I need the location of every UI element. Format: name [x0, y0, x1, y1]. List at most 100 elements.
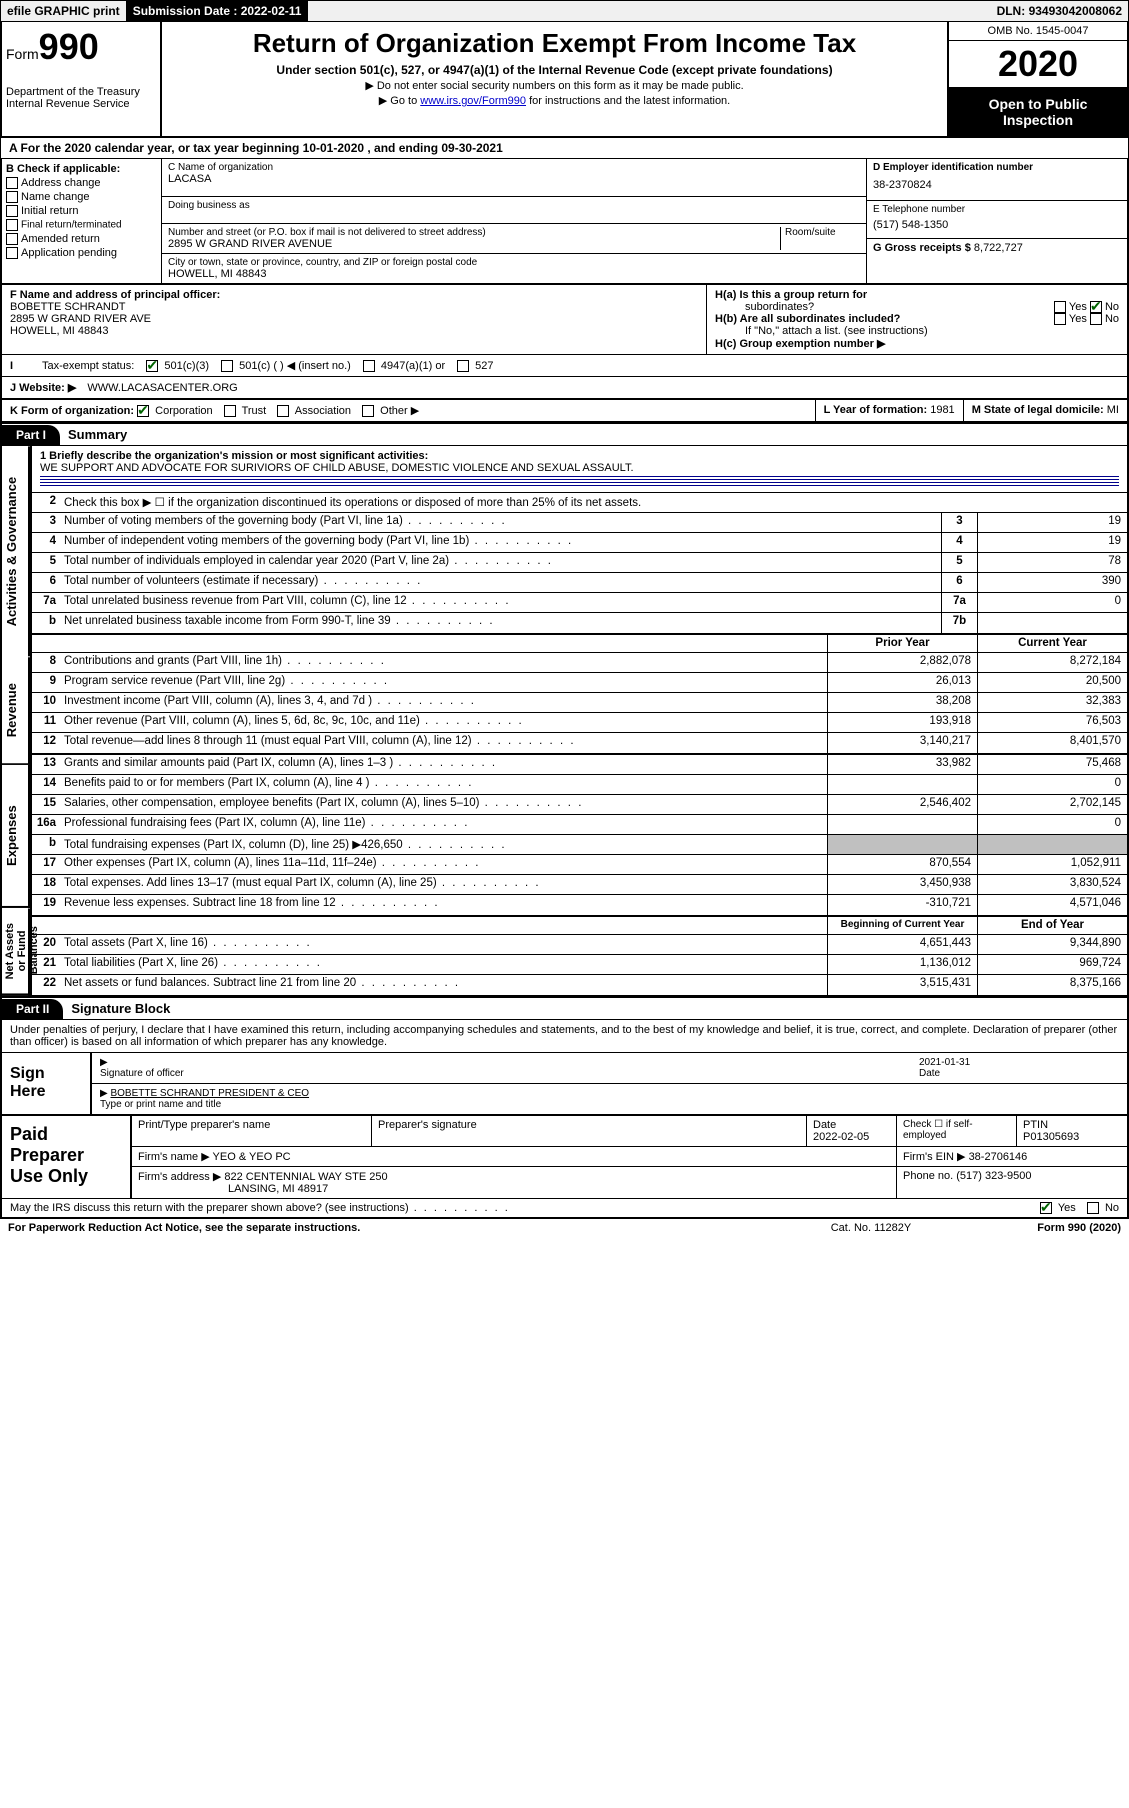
- org-address: 2895 W GRAND RIVER AVENUE: [168, 238, 780, 250]
- hc-row: H(c) Group exemption number ▶: [715, 337, 1119, 350]
- omb-number: OMB No. 1545-0047: [949, 22, 1127, 41]
- part2-header-row: Part II Signature Block: [0, 997, 1129, 1019]
- header-mid: Return of Organization Exempt From Incom…: [162, 22, 947, 136]
- mission-text: WE SUPPORT AND ADVOCATE FOR SURIVIORS OF…: [40, 462, 1119, 474]
- table-row: 10 Investment income (Part VIII, column …: [32, 693, 1127, 713]
- cb-initial: Initial return: [6, 205, 157, 217]
- table-row: 5 Total number of individuals employed i…: [32, 553, 1127, 573]
- paid-preparer-row: Paid Preparer Use Only Print/Type prepar…: [2, 1114, 1127, 1198]
- table-row: 9 Program service revenue (Part VIII, li…: [32, 673, 1127, 693]
- ha-row: H(a) Is this a group return for: [715, 289, 1119, 301]
- net-header: Beginning of Current Year End of Year: [32, 915, 1127, 935]
- firm-phone: (517) 323-9500: [956, 1170, 1031, 1182]
- table-row: 3 Number of voting members of the govern…: [32, 513, 1127, 533]
- note-link: ▶ Go to www.irs.gov/Form990 for instruct…: [168, 94, 941, 107]
- discuss-row: May the IRS discuss this return with the…: [2, 1198, 1127, 1217]
- table-row: 17 Other expenses (Part IX, column (A), …: [32, 855, 1127, 875]
- line2: 2 Check this box ▶ ☐ if the organization…: [32, 493, 1127, 513]
- website-value: WWW.LACASACENTER.ORG: [87, 382, 237, 394]
- form-header: Form990 Department of the Treasury Inter…: [0, 22, 1129, 138]
- irs-link[interactable]: www.irs.gov/Form990: [420, 95, 526, 107]
- sign-here-row: Sign Here ▶Signature of officer 2021-01-…: [2, 1052, 1127, 1114]
- addr-row: Number and street (or P.O. box if mail i…: [162, 224, 866, 254]
- org-name-row: C Name of organization LACASA: [162, 159, 866, 197]
- col-c: C Name of organization LACASA Doing busi…: [162, 159, 867, 283]
- officer-sig-name: BOBETTE SCHRANDT PRESIDENT & CEO: [110, 1088, 309, 1099]
- section-f: F Name and address of principal officer:…: [0, 285, 1129, 355]
- line-a: A For the 2020 calendar year, or tax yea…: [0, 138, 1129, 159]
- tax-exempt-row: I Tax-exempt status: 501(c)(3) 501(c) ( …: [0, 355, 1129, 377]
- firm-ein: 38-2706146: [969, 1151, 1028, 1163]
- table-row: 22 Net assets or fund balances. Subtract…: [32, 975, 1127, 995]
- line1-block: 1 Briefly describe the organization's mi…: [32, 446, 1127, 493]
- cb-address: Address change: [6, 177, 157, 189]
- penalty-text: Under penalties of perjury, I declare th…: [2, 1020, 1127, 1052]
- col-d: D Employer identification number 38-2370…: [867, 159, 1127, 283]
- org-name: LACASA: [168, 173, 860, 185]
- part2-badge: Part II: [2, 999, 63, 1019]
- part1-header-row: Part I Summary: [0, 423, 1129, 445]
- table-row: 20 Total assets (Part X, line 16) 4,651,…: [32, 935, 1127, 955]
- paid-preparer-label: Paid Preparer Use Only: [2, 1116, 132, 1198]
- part1-table: Activities & Governance Revenue Expenses…: [0, 445, 1129, 997]
- cat-no: Cat. No. 11282Y: [771, 1222, 971, 1234]
- signature-block: Under penalties of perjury, I declare th…: [0, 1019, 1129, 1219]
- phone-row: E Telephone number (517) 548-1350: [867, 201, 1127, 239]
- inspection-label: Open to Public Inspection: [949, 88, 1127, 136]
- table-row: 7a Total unrelated business revenue from…: [32, 593, 1127, 613]
- form-number: Form990: [6, 26, 156, 68]
- cb-pending: Application pending: [6, 247, 157, 259]
- ein-value: 38-2370824: [873, 173, 1121, 197]
- side-labels: Activities & Governance Revenue Expenses…: [2, 446, 32, 995]
- cb-name: Name change: [6, 191, 157, 203]
- city-row: City or town, state or province, country…: [162, 254, 866, 283]
- header-left: Form990 Department of the Treasury Inter…: [2, 22, 162, 136]
- table-row: b Total fundraising expenses (Part IX, c…: [32, 835, 1127, 855]
- h-block: H(a) Is this a group return for subordin…: [707, 285, 1127, 354]
- note-ssn: ▶ Do not enter social security numbers o…: [168, 79, 941, 92]
- firm-name: YEO & YEO PC: [213, 1151, 291, 1163]
- website-row: J Website: ▶ WWW.LACASACENTER.ORG: [0, 377, 1129, 400]
- footer-row: For Paperwork Reduction Act Notice, see …: [0, 1219, 1129, 1237]
- table-row: 21 Total liabilities (Part X, line 26) 1…: [32, 955, 1127, 975]
- table-row: 13 Grants and similar amounts paid (Part…: [32, 755, 1127, 775]
- dln: DLN: 93493042008062: [991, 1, 1128, 21]
- form-subtitle: Under section 501(c), 527, or 4947(a)(1)…: [168, 63, 941, 77]
- part2-title: Signature Block: [63, 998, 178, 1019]
- table-body: 1 Briefly describe the organization's mi…: [32, 446, 1127, 995]
- table-row: 12 Total revenue—add lines 8 through 11 …: [32, 733, 1127, 753]
- col-b: B Check if applicable: Address change Na…: [2, 159, 162, 283]
- org-city: HOWELL, MI 48843: [168, 268, 860, 280]
- table-row: 4 Number of independent voting members o…: [32, 533, 1127, 553]
- sign-here-label: Sign Here: [2, 1053, 92, 1114]
- table-row: b Net unrelated business taxable income …: [32, 613, 1127, 633]
- side-revenue: Revenue: [2, 657, 30, 765]
- top-bar: efile GRAPHIC print Submission Date : 20…: [0, 0, 1129, 22]
- table-row: 11 Other revenue (Part VIII, column (A),…: [32, 713, 1127, 733]
- dba-row: Doing business as: [162, 197, 866, 224]
- gross-value: 8,722,727: [974, 242, 1023, 254]
- dept-treasury: Department of the Treasury: [6, 86, 156, 98]
- part1-title: Summary: [60, 424, 135, 445]
- table-row: 8 Contributions and grants (Part VIII, l…: [32, 653, 1127, 673]
- side-expenses: Expenses: [2, 765, 30, 908]
- section-bcd: B Check if applicable: Address change Na…: [0, 159, 1129, 285]
- table-row: 18 Total expenses. Add lines 13–17 (must…: [32, 875, 1127, 895]
- tax-year: 2020: [949, 41, 1127, 88]
- side-netassets: Net Assets or Fund Balances: [2, 908, 30, 995]
- officer-name: BOBETTE SCHRANDT: [10, 301, 698, 313]
- dept-irs: Internal Revenue Service: [6, 98, 156, 110]
- phone-value: (517) 548-1350: [873, 215, 1121, 235]
- officer-block: F Name and address of principal officer:…: [2, 285, 707, 354]
- rev-header: Prior Year Current Year: [32, 633, 1127, 653]
- cb-final: Final return/terminated: [6, 219, 157, 231]
- col-b-label: B Check if applicable:: [6, 163, 157, 175]
- room-suite: Room/suite: [780, 227, 860, 250]
- table-row: 15 Salaries, other compensation, employe…: [32, 795, 1127, 815]
- submission-date: Submission Date : 2022-02-11: [127, 1, 309, 21]
- cb-amended: Amended return: [6, 233, 157, 245]
- table-row: 6 Total number of volunteers (estimate i…: [32, 573, 1127, 593]
- efile-label: efile GRAPHIC print: [1, 1, 127, 21]
- part1-badge: Part I: [2, 425, 60, 445]
- hb-row: H(b) Are all subordinates included? Yes …: [715, 313, 1119, 325]
